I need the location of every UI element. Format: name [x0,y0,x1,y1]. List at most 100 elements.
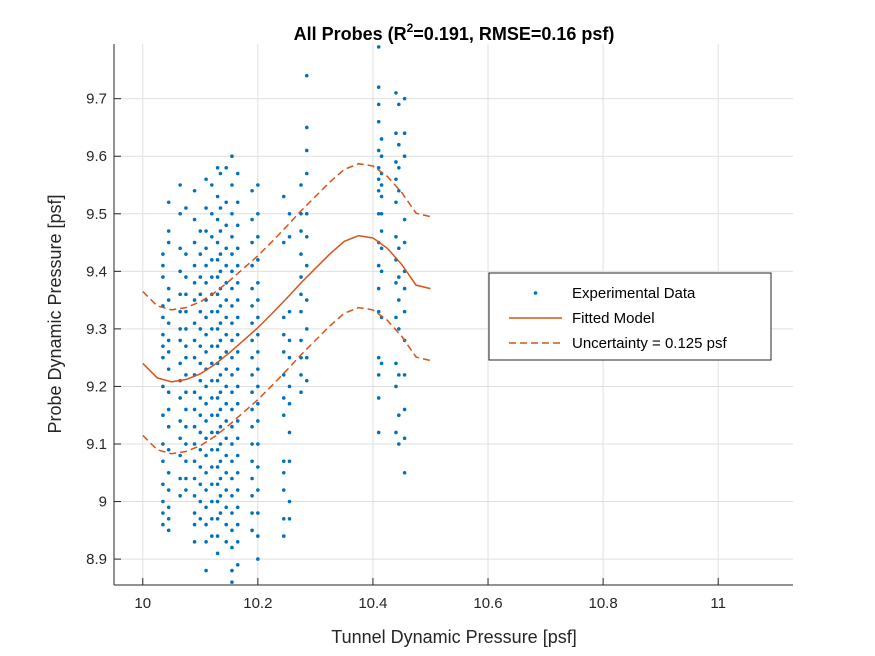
data-point [256,419,260,423]
data-point [256,281,260,285]
data-point [304,235,309,239]
data-point [299,338,303,343]
axes [113,44,793,586]
data-point [215,309,220,314]
data-point [204,522,208,527]
data-point [230,493,234,498]
data-point [256,557,260,561]
data-point [379,183,384,187]
data-point [397,142,401,147]
data-point [224,401,229,406]
data-point [161,482,165,487]
y-tick-label: 8.9 [86,551,107,568]
data-point [224,453,229,458]
data-point [250,459,254,464]
data-point [210,344,214,348]
data-point [376,373,381,377]
data-point [394,131,398,136]
data-point [256,315,260,320]
data-point [230,459,234,464]
data-point [281,459,286,464]
data-point [192,188,197,193]
data-point [281,470,286,475]
data-point [210,396,214,400]
y-axis-label: Probe Dynamic Pressure [psf] [45,194,65,433]
data-point [198,465,203,469]
data-point [299,292,303,297]
data-point [379,194,384,199]
data-point [184,488,188,492]
data-point [281,240,286,245]
data-point [402,131,407,136]
data-point [397,275,401,279]
data-point [198,482,203,487]
data-point [166,338,171,343]
data-point [256,384,260,389]
data-point [397,413,401,418]
data-point [224,436,229,441]
data-point [402,407,407,412]
data-point [230,154,234,159]
data-point [256,442,260,446]
data-point [198,275,203,279]
chart-title: All Probes (R2=0.191, RMSE=0.16 psf) [294,21,615,44]
data-point [402,217,407,222]
data-point [224,470,229,475]
data-point [184,459,188,464]
data-point [299,229,303,233]
data-point [218,206,223,210]
data-point [204,177,208,182]
data-point [192,281,197,285]
data-point [376,85,381,89]
data-point [256,298,260,302]
data-point [161,252,165,256]
data-point [281,534,286,538]
data-point [161,263,165,268]
data-point [379,361,384,366]
data-point [204,568,208,573]
data-point [210,447,214,452]
data-point [287,355,292,360]
data-point [256,332,260,337]
data-point [178,436,182,441]
x-tick-label: 10.4 [358,595,387,612]
data-point [256,183,260,187]
data-point [204,470,208,475]
data-point [224,223,229,228]
data-point [161,413,165,418]
data-point [192,407,197,412]
data-point [215,194,220,199]
data-point [204,540,208,544]
data-point [166,390,171,395]
data-point [250,188,254,193]
data-point [304,125,309,130]
data-point [192,522,197,527]
data-point [218,338,223,343]
data-point [235,453,240,458]
data-point [250,217,254,222]
data-point [215,292,220,297]
y-tick-label: 9.2 [86,378,107,395]
data-point [287,235,292,239]
data-point [235,436,240,441]
data-point [376,355,381,360]
data-point [166,240,171,245]
data-point [230,269,234,274]
data-point [178,309,182,314]
data-point [215,217,220,222]
data-point [287,401,292,406]
data-point [178,292,182,297]
legend-label: Fitted Model [572,310,655,327]
y-tick-label: 9.7 [86,91,107,108]
data-point [178,211,182,216]
data-point [210,361,214,366]
y-tick-label: 9 [99,494,107,511]
data-point [204,488,208,492]
data-point [166,200,171,205]
data-point [394,200,398,205]
data-point [184,373,188,377]
data-point [210,378,214,383]
data-point [250,373,254,377]
data-point [218,424,223,429]
data-point [304,298,309,302]
